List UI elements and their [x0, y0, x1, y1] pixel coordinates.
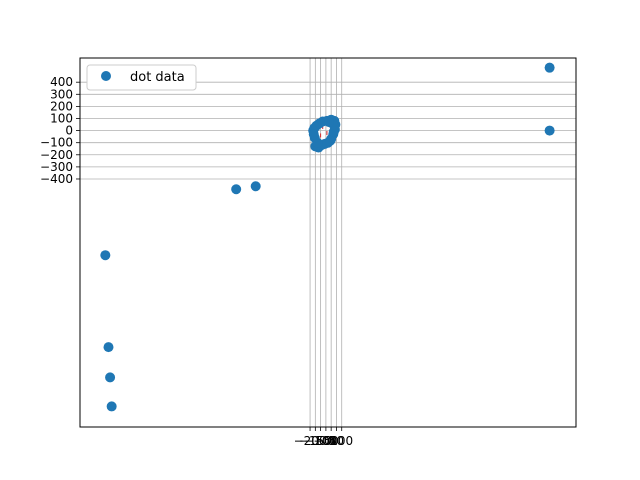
legend-box — [86, 64, 197, 91]
y-tick-label: 200 — [50, 99, 73, 113]
data-point — [308, 129, 319, 140]
plot-area-background — [80, 58, 576, 427]
legend-label: dot data — [130, 70, 185, 85]
data-point — [544, 62, 555, 73]
x-tick-label: −200 — [294, 434, 327, 448]
data-point — [324, 117, 335, 128]
y-tick-label: −400 — [40, 172, 73, 186]
data-point — [106, 401, 117, 412]
data-point — [544, 125, 555, 136]
y-tick-label: −200 — [40, 148, 73, 162]
y-tick-label: −100 — [40, 136, 73, 150]
data-point — [105, 372, 116, 383]
y-tick-label: 400 — [50, 75, 73, 89]
x-tick-label: 50 — [329, 434, 344, 448]
y-tick-label: −300 — [40, 160, 73, 174]
legend-marker — [101, 71, 111, 81]
data-point — [325, 135, 336, 146]
data-point — [328, 126, 339, 137]
data-point — [250, 181, 261, 192]
data-point — [100, 250, 111, 261]
y-tick-label: 300 — [50, 87, 73, 101]
x-tick-label: −100 — [304, 434, 337, 448]
data-point — [103, 342, 114, 353]
data-points — [100, 62, 555, 412]
axis-ticks: −200−150−100−500501004003002001000−100−2… — [40, 75, 353, 448]
x-tick-label: 0 — [327, 434, 335, 448]
x-tick-label: −50 — [313, 434, 338, 448]
legend: dot data — [86, 64, 197, 91]
x-tick-label: −150 — [299, 434, 332, 448]
x-tick-label: 100 — [330, 434, 353, 448]
data-point — [231, 184, 242, 195]
plot-area-frame — [79, 57, 577, 428]
y-tick-label: 0 — [65, 124, 73, 138]
y-tick-label: 100 — [50, 111, 73, 125]
